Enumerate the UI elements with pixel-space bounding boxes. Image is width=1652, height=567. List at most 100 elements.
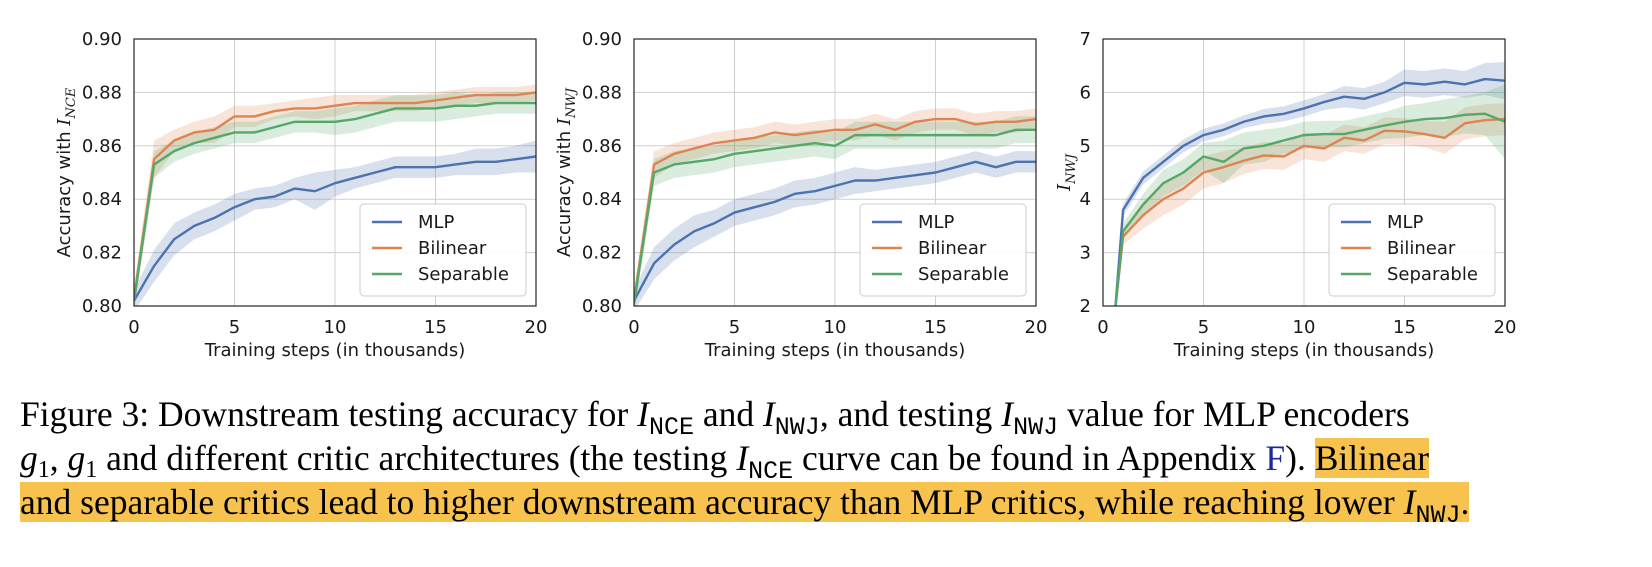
- caption-symbol: g: [67, 438, 86, 478]
- y-tick-label: 2: [1080, 296, 1091, 317]
- x-tick-label: 20: [525, 317, 548, 338]
- confidence-band-separable: [134, 92, 536, 306]
- series-line-mlp: [634, 160, 1036, 302]
- legend: MLP Bilinear Separable: [1328, 203, 1496, 297]
- y-tick-label: 0.88: [82, 82, 122, 103]
- caption-subscript: NCE: [748, 457, 794, 486]
- caption-subscript: 1: [85, 457, 98, 483]
- x-tick-label: 10: [824, 317, 847, 338]
- plot-area: [1114, 61, 1505, 306]
- y-tick-label: 4: [1080, 189, 1091, 210]
- y-label-subscript: NWJ: [1064, 153, 1079, 185]
- y-tick-label: 0.86: [82, 136, 122, 157]
- chart-panel-1: 0 5 10 15 20 0.80 0.82 0.84 0.86 0.88 0.90 Training…: [54, 29, 547, 361]
- legend-label-bilinear: Bilinear: [1387, 238, 1456, 259]
- caption-symbol: g: [20, 438, 38, 478]
- axes-frame: [633, 38, 1037, 307]
- legend-label-bilinear: Bilinear: [918, 238, 987, 259]
- x-tick-label: 0: [1097, 317, 1108, 338]
- caption-highlight-text: and separable critics lead to higher dow…: [20, 482, 1404, 522]
- caption-text: Figure 3: Downstream testing accuracy fo…: [20, 394, 638, 434]
- confidence-band-mlp: [134, 140, 536, 306]
- caption-text: curve can be found in Appendix: [793, 438, 1266, 478]
- x-tick-label: 5: [229, 317, 240, 338]
- caption-subscript: NWJ: [1415, 501, 1461, 530]
- x-axis-label: Training steps (in thousands): [204, 340, 465, 361]
- x-axis-label: Training steps (in thousands): [704, 340, 965, 361]
- caption-text: value for MLP encoders: [1058, 394, 1410, 434]
- x-axis-label: Training steps (in thousands): [1173, 340, 1434, 361]
- y-tick-label: 7: [1080, 29, 1091, 50]
- x-tick-label: 0: [128, 317, 139, 338]
- caption-symbol: I: [762, 394, 775, 434]
- series-line-mlp: [134, 155, 536, 302]
- y-tick-label: 0.90: [82, 29, 122, 50]
- caption-subscript: 1: [37, 457, 50, 483]
- y-tick-label: 6: [1080, 82, 1091, 103]
- x-tick-label: 10: [1293, 317, 1316, 338]
- series-line-mlp: [1114, 77, 1505, 306]
- series-line-separable: [1114, 112, 1505, 306]
- y-tick-label: 0.84: [82, 189, 122, 210]
- caption-text: ).: [1285, 438, 1315, 478]
- legend-label-separable: Separable: [918, 264, 1009, 285]
- y-label-symbol: I: [54, 118, 75, 127]
- series-line-separable: [634, 128, 1036, 304]
- series-line-bilinear: [634, 117, 1036, 301]
- x-tick-label: 5: [729, 317, 740, 338]
- caption-text: and different critic architectures (the …: [97, 438, 737, 478]
- x-tick-label: 15: [424, 317, 447, 338]
- chart-panel-3: 0 5 10 15 20 2 3 4 5 6 7 Training steps (in thousan…: [1054, 29, 1516, 361]
- y-label-text: Accuracy with: [54, 126, 75, 258]
- y-label-subscript: NWJ: [564, 87, 579, 119]
- series-line-bilinear: [134, 91, 536, 299]
- axes-frame: [133, 38, 537, 307]
- caption-symbol: I: [1001, 394, 1014, 434]
- x-tick-label: 20: [1025, 317, 1048, 338]
- caption-subscript: NWJ: [1013, 413, 1059, 442]
- caption-text: , and testing: [819, 394, 1002, 434]
- x-tick-label: 20: [1494, 317, 1517, 338]
- chart-panel-2: 0 5 10 15 20 0.80 0.82 0.84 0.86 0.88 0.90 Training…: [554, 29, 1047, 361]
- y-tick-label: 0.82: [82, 243, 122, 264]
- caption-highlight: Bilinear: [1314, 438, 1430, 478]
- y-label-symbol: I: [554, 117, 575, 126]
- y-tick-label: 0.84: [582, 189, 622, 210]
- x-tick-label: 5: [1198, 317, 1209, 338]
- y-tick-label: 0.82: [582, 243, 622, 264]
- y-tick-label: 0.90: [582, 29, 622, 50]
- y-tick-label: 3: [1080, 243, 1091, 264]
- caption-subscript: NWJ: [774, 413, 820, 442]
- caption-line-2: g1, g1 and different critic architecture…: [20, 436, 1634, 486]
- legend-label-mlp: MLP: [1387, 212, 1424, 233]
- confidence-band-separable: [634, 116, 1036, 306]
- appendix-link[interactable]: F: [1265, 438, 1286, 478]
- confidence-band-mlp: [1115, 61, 1505, 306]
- legend-label-mlp: MLP: [418, 212, 455, 233]
- caption-text: and: [693, 394, 763, 434]
- x-tick-label: 0: [628, 317, 639, 338]
- y-label-symbol: I: [1054, 183, 1075, 192]
- y-label-subscript: NCE: [64, 87, 79, 119]
- caption-symbol: I: [637, 394, 649, 434]
- series-line-separable: [134, 101, 536, 301]
- caption-subscript: NCE: [648, 413, 694, 442]
- legend-label-bilinear: Bilinear: [418, 238, 487, 259]
- y-tick-label: 5: [1080, 136, 1091, 157]
- legend-label-separable: Separable: [418, 264, 509, 285]
- caption-line-3: and separable critics lead to higher dow…: [20, 480, 1634, 530]
- y-axis-label: INWJ: [1054, 153, 1079, 192]
- legend-label-mlp: MLP: [918, 212, 955, 233]
- y-label-text: Accuracy with: [554, 125, 575, 257]
- charts-svg: 0 5 10 15 200.800.820.840.860.880.90Training…: [54, 29, 1516, 361]
- y-tick-label: 0.88: [582, 82, 622, 103]
- figure-panels: 0 5 10 15 20 0.80 0.82 0.84 0.86 0.88 0.90 Training…: [54, 29, 1516, 361]
- y-tick-label: 0.80: [82, 296, 122, 317]
- confidence-band-separable: [1115, 84, 1505, 306]
- legend-label-separable: Separable: [1387, 264, 1478, 285]
- y-axis-label: Accuracy with INCE: [54, 87, 79, 257]
- x-tick-label: 15: [924, 317, 947, 338]
- caption-highlight-text: .: [1460, 482, 1470, 522]
- caption-line-1: Figure 3: Downstream testing accuracy fo…: [20, 392, 1634, 442]
- caption-text: ,: [49, 438, 68, 478]
